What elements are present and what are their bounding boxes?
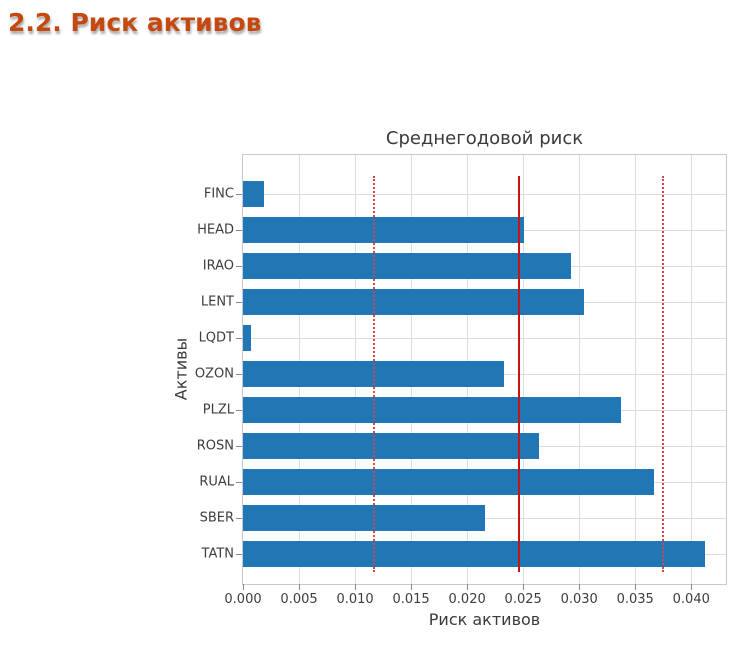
x-tick-label: 0.010	[336, 592, 374, 607]
y-tick-mark	[236, 445, 242, 447]
y-tick-label: LQDT	[198, 330, 234, 346]
y-gridline	[243, 193, 726, 195]
y-tick-mark	[236, 517, 242, 519]
y-axis-label: Активы	[171, 337, 191, 401]
reference-line-solid	[517, 176, 520, 572]
y-tick-mark	[236, 229, 242, 231]
y-tick-mark	[236, 265, 242, 267]
y-tick-label: HEAD	[197, 222, 234, 238]
bar-sber	[243, 505, 486, 531]
y-tick-mark	[236, 481, 242, 483]
x-tick-mark	[242, 584, 244, 590]
x-tick-label: 0.020	[448, 592, 486, 607]
x-tick-label: 0.035	[616, 592, 654, 607]
y-gridline	[243, 337, 726, 339]
bar-rual	[243, 469, 655, 495]
y-tick-mark	[236, 193, 242, 195]
x-tick-label: 0.025	[504, 592, 542, 607]
bar-irao	[243, 253, 572, 279]
y-tick-label: RUAL	[199, 474, 234, 490]
x-gridline	[522, 155, 524, 584]
x-tick-mark	[690, 584, 692, 590]
y-tick-mark	[236, 409, 242, 411]
x-gridline	[690, 155, 692, 584]
bar-finc	[243, 181, 265, 207]
x-tick-mark	[410, 584, 412, 590]
bar-plzl	[243, 397, 621, 423]
y-tick-label: ROSN	[196, 438, 234, 454]
plot-area: Среднегодовой риск Риск активов Активы 0…	[172, 128, 727, 629]
y-tick-label: SBER	[199, 510, 234, 526]
y-tick-mark	[236, 373, 242, 375]
x-axis-label: Риск активов	[428, 610, 541, 629]
x-tick-label: 0.015	[392, 592, 430, 607]
bar-lent	[243, 289, 584, 315]
x-tick-label: 0.040	[672, 592, 710, 607]
chart-title: Среднегодовой риск	[385, 128, 584, 149]
bar-tatn	[243, 541, 705, 567]
y-tick-mark	[236, 553, 242, 555]
y-tick-mark	[236, 337, 242, 339]
y-tick-label: OZON	[194, 366, 234, 382]
x-tick-mark	[298, 584, 300, 590]
bar-rosn	[243, 433, 539, 459]
x-gridline	[634, 155, 636, 584]
x-tick-label: 0.000	[224, 592, 262, 607]
x-tick-mark	[522, 584, 524, 590]
x-tick-label: 0.030	[560, 592, 598, 607]
x-tick-label: 0.005	[280, 592, 318, 607]
y-tick-label: PLZL	[202, 402, 234, 418]
bar-lqdt	[243, 325, 251, 351]
x-tick-mark	[466, 584, 468, 590]
x-tick-mark	[354, 584, 356, 590]
reference-line-dotted	[373, 176, 376, 572]
y-tick-label: FINC	[203, 186, 234, 202]
y-tick-label: LENT	[200, 294, 234, 310]
x-gridline	[578, 155, 580, 584]
y-tick-mark	[236, 301, 242, 303]
x-tick-mark	[634, 584, 636, 590]
reference-line-dotted	[662, 176, 665, 572]
section-heading: 2.2. Риск активов	[8, 8, 262, 37]
bar-head	[243, 217, 525, 243]
x-tick-mark	[578, 584, 580, 590]
y-tick-label: IRAO	[202, 258, 234, 274]
y-tick-label: TATN	[201, 546, 234, 562]
